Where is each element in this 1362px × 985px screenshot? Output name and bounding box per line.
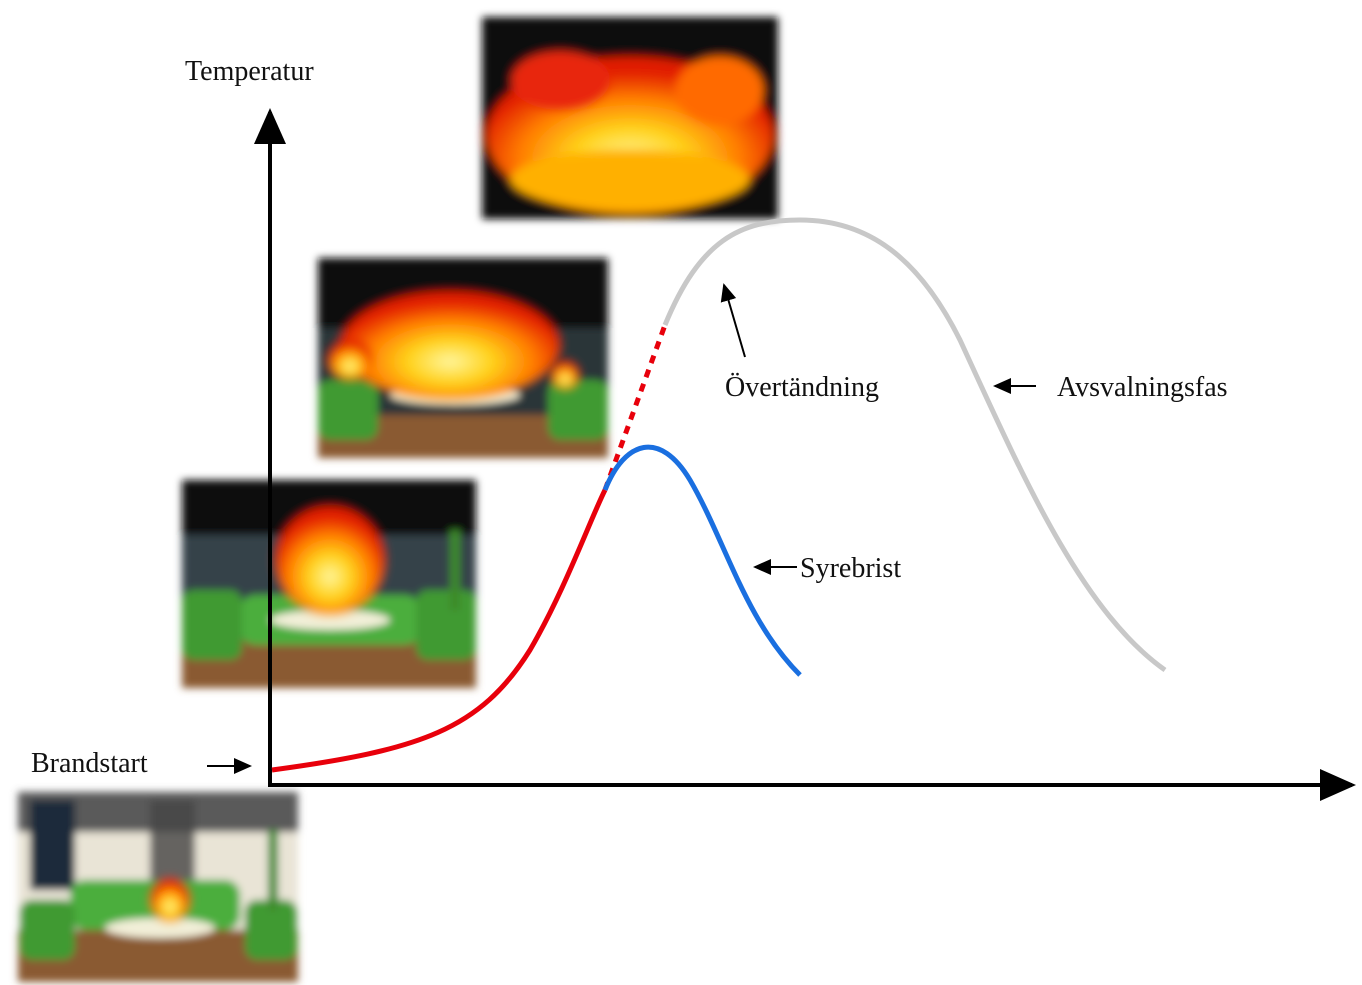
arrow bbox=[720, 283, 746, 358]
axes bbox=[254, 108, 1356, 801]
annotation: Avsvalningsfas bbox=[1057, 372, 1228, 403]
illustration-full-fire bbox=[482, 17, 778, 219]
illustration-fire-start-part bbox=[268, 830, 278, 910]
illustration-large-fire-part bbox=[318, 380, 378, 440]
illustration-full-fire-part bbox=[675, 55, 765, 125]
illustration-growing-fire-part bbox=[416, 590, 476, 660]
illustration-large-fire bbox=[318, 258, 608, 458]
full-fire-curve bbox=[662, 217, 1167, 673]
illustration-full-fire-part bbox=[510, 50, 610, 110]
illustration-fire-start bbox=[18, 792, 298, 982]
annotation: Brandstart bbox=[31, 748, 148, 779]
illustration-full-fire-part bbox=[510, 150, 750, 210]
oxygen-deficit-curve bbox=[602, 444, 802, 677]
illustration-growing-fire bbox=[182, 480, 476, 688]
flashover-transition bbox=[602, 324, 668, 491]
annotation: Övertändning bbox=[725, 372, 879, 403]
annotation: Syrebrist bbox=[800, 553, 901, 584]
illustration-growing-fire-part bbox=[450, 530, 460, 610]
illustration-large-fire-part bbox=[340, 290, 560, 400]
illustration-fire-start-part bbox=[150, 878, 190, 922]
illustration-growing-fire-part bbox=[270, 610, 390, 630]
illustration-growing-fire-part bbox=[275, 505, 385, 615]
illustration-large-fire-part bbox=[328, 340, 372, 380]
growth-curve bbox=[271, 488, 608, 773]
illustration-fire-start-part bbox=[245, 900, 297, 960]
illustration-large-fire-part bbox=[548, 380, 608, 440]
illustration-large-fire-part bbox=[551, 361, 579, 389]
illustration-fire-start-part bbox=[105, 918, 215, 938]
y-axis-label: Temperatur bbox=[185, 56, 314, 87]
illustration-fire-start-part bbox=[20, 900, 75, 960]
illustration-growing-fire-part bbox=[182, 590, 242, 660]
illustration-fire-start-part bbox=[30, 800, 75, 890]
